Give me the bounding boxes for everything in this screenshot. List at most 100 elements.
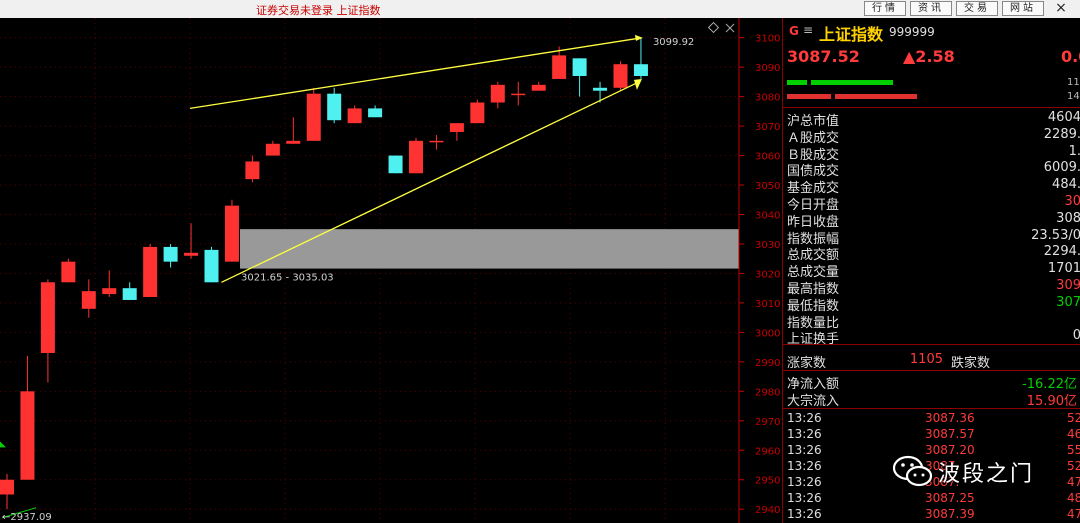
candle (61, 258, 76, 283)
candle (572, 58, 587, 97)
breadth-count-up: 11 (1067, 77, 1080, 88)
index-name: 上证指数 (819, 25, 884, 44)
stat-value: 2294. (1043, 244, 1080, 260)
stat-label: 基金成交 (787, 181, 840, 197)
stat-value: 307 (1056, 294, 1080, 310)
candle-body (327, 93, 342, 121)
y-tick-label: 3030 (755, 240, 780, 251)
flow-value: 15.90亿 (1026, 394, 1077, 409)
candle-body (163, 246, 178, 262)
stat-row: Ｂ股成交 1. (783, 143, 1080, 163)
candle-body (449, 123, 464, 132)
watermark-text: 波段之门 (938, 462, 1035, 487)
price-change: ▲2.58 (903, 47, 955, 66)
tick-volume: 52 (1067, 459, 1080, 473)
candle (265, 140, 280, 156)
candle-body (511, 93, 526, 96)
tick-price: 3087.36 (925, 411, 975, 425)
stat-row: 昨日收盘 308 (783, 210, 1080, 230)
low-marker-line (1, 507, 37, 519)
stat-label: 指数振幅 (787, 231, 840, 247)
stat-value: 0 (1072, 328, 1080, 344)
flow-value: -16.22亿 (1022, 377, 1077, 392)
candle-body (490, 84, 505, 103)
stat-row: 最低指数 307 (783, 294, 1080, 314)
candle (531, 81, 546, 91)
stat-row: Ａ股成交 2289. (783, 127, 1080, 146)
y-tick-label: 3010 (755, 299, 780, 310)
index-code: 999999 (889, 25, 935, 39)
y-tick-label: 2950 (755, 476, 780, 487)
stat-label: 昨日收盘 (787, 214, 840, 230)
y-tick-label: 3100 (755, 34, 780, 45)
flow-row: 净流入额 -16.22亿 (783, 373, 1080, 392)
upper-trend-line (189, 37, 642, 110)
tick-volume: 47 (1067, 475, 1080, 489)
divider (783, 370, 1080, 371)
candle-body (552, 55, 567, 79)
candle (286, 117, 301, 144)
candle-body (531, 84, 546, 91)
stat-value: 308 (1056, 210, 1080, 226)
prefix-badge: G (789, 24, 799, 38)
candle-body (368, 108, 383, 118)
y-tick-label: 3080 (755, 93, 780, 104)
price-row: 3087.52 ▲2.58 0.0 (783, 44, 1080, 74)
trade-button[interactable]: 交易 (956, 1, 998, 16)
candle (511, 81, 526, 106)
chart-diamond-icon[interactable] (707, 21, 720, 34)
market-button[interactable]: 行情 (864, 1, 906, 16)
stat-value: 1. (1068, 143, 1080, 159)
tick-price: 3087.25 (925, 491, 975, 505)
tick-volume: 46 (1067, 427, 1080, 441)
candle (0, 473, 14, 510)
candle-body (306, 93, 321, 141)
tick-price: 3087.39 (925, 507, 975, 521)
stat-row: 今日开盘 30 (783, 194, 1080, 213)
candle (122, 282, 137, 300)
news-button[interactable]: 资讯 (910, 1, 952, 16)
candle-body (61, 261, 76, 283)
candle (552, 46, 567, 79)
y-tick-label: 2940 (755, 505, 780, 516)
tick-time: 13:26 (787, 427, 822, 441)
breadth-count-down: 14 (1067, 91, 1080, 102)
candle-body (224, 205, 239, 262)
candle-body (0, 479, 14, 495)
window-title: 证券交易未登录 上证指数 (256, 4, 381, 17)
stat-label: Ａ股成交 (787, 130, 840, 146)
candle (245, 155, 260, 183)
stat-row: 指数量比 (783, 312, 1080, 331)
chart-settings-icon[interactable] (725, 23, 735, 33)
candle-body (429, 140, 444, 143)
candlestick-chart[interactable]: 3100 3090 3080 3070 3060 3050 3040 3030 3020 3010… (0, 18, 780, 523)
candle (613, 61, 628, 91)
tick-volume: 55 (1067, 443, 1080, 457)
candle (449, 123, 464, 141)
tick-price: 3087. (925, 459, 960, 473)
candle-body (347, 108, 362, 124)
breadth-bar-green-short (787, 80, 807, 85)
stat-label: Ｂ股成交 (787, 147, 840, 163)
trend-lines (0, 34, 643, 519)
stat-row: 基金成交 484. (783, 177, 1080, 197)
zone-label: 3021.65 - 3035.03 (241, 273, 334, 284)
close-icon[interactable]: × (1055, 0, 1067, 16)
candle (306, 87, 321, 141)
low-label: ←2937.09 (2, 512, 52, 523)
tick-time: 13:26 (787, 459, 822, 473)
current-price: 3087.52 (787, 47, 860, 66)
breadth-bar-red-short (787, 94, 831, 99)
candle (409, 137, 423, 174)
y-tick-label: 3050 (755, 181, 780, 192)
candle-body (143, 246, 158, 298)
tick-price: 3087.20 (925, 443, 975, 457)
y-tick-label: 3020 (755, 269, 780, 280)
menu-icon[interactable]: ≡ (803, 23, 814, 37)
candle-body (388, 155, 403, 174)
website-button[interactable]: 网站 (1002, 1, 1044, 16)
divider (783, 408, 1080, 409)
y-tick-label: 2990 (755, 358, 780, 369)
candle (470, 99, 485, 124)
tick-row: 13:26 3087. 47 (783, 474, 1080, 490)
